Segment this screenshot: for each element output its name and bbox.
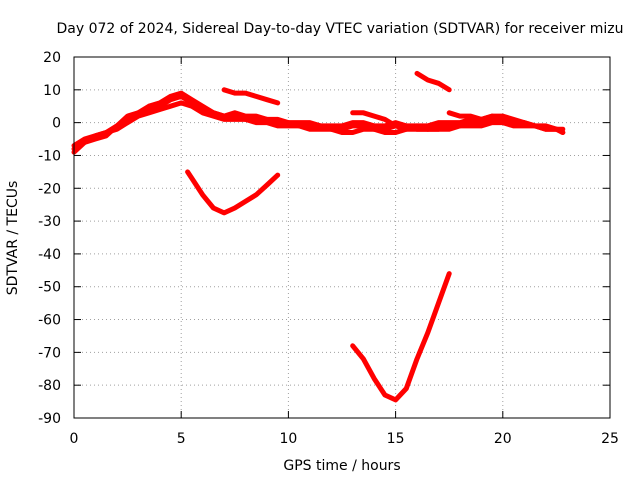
axis-ticks bbox=[73, 56, 611, 419]
y-tick-labels: 20 10 0 -10 -20 -30 -40 -50 -60 -70 -80 -90 bbox=[38, 50, 61, 427]
y-tick-label: -50 bbox=[38, 280, 61, 296]
y-tick-label: -40 bbox=[38, 247, 61, 263]
y-tick-label: -60 bbox=[38, 313, 61, 329]
series-track-e bbox=[414, 70, 452, 93]
series-track-f bbox=[350, 110, 452, 132]
series-track-d bbox=[221, 87, 281, 106]
chart-title: Day 072 of 2024, Sidereal Day-to-day VTE… bbox=[57, 21, 624, 37]
y-tick-label: -10 bbox=[38, 148, 61, 164]
x-tick-label: 25 bbox=[601, 431, 619, 447]
x-tick-label: 5 bbox=[177, 431, 186, 447]
y-tick-label: -80 bbox=[38, 378, 61, 394]
y-tick-label: -70 bbox=[38, 345, 61, 361]
y-tick-label: -20 bbox=[38, 181, 61, 197]
series-track-h bbox=[185, 169, 281, 216]
data-series bbox=[71, 70, 566, 403]
x-tick-label: 15 bbox=[387, 431, 405, 447]
y-tick-label: -30 bbox=[38, 214, 61, 230]
series-track-g bbox=[446, 110, 527, 126]
x-tick-label: 0 bbox=[70, 431, 79, 447]
x-tick-labels: 0 5 10 15 20 25 bbox=[70, 431, 619, 447]
x-tick-label: 20 bbox=[494, 431, 512, 447]
grid-lines bbox=[74, 57, 610, 418]
x-axis-label: GPS time / hours bbox=[283, 458, 400, 474]
series-track-b bbox=[71, 100, 566, 149]
y-axis-label: SDTVAR / TECUs bbox=[5, 181, 21, 296]
y-tick-label: 0 bbox=[52, 116, 61, 132]
y-tick-label: 10 bbox=[43, 83, 61, 99]
x-tick-label: 10 bbox=[279, 431, 297, 447]
y-tick-label: 20 bbox=[43, 50, 61, 66]
series-track-i bbox=[350, 271, 452, 403]
y-tick-label: -90 bbox=[38, 411, 61, 427]
plot-frame bbox=[73, 56, 611, 419]
